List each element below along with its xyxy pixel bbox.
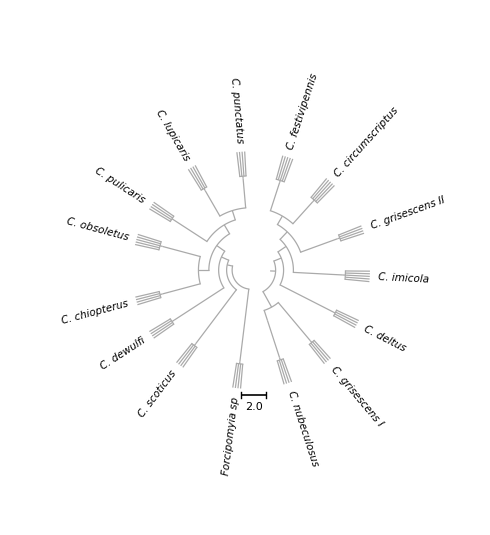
Text: C. pulicaris: C. pulicaris: [94, 165, 147, 205]
Text: C. grisescens I: C. grisescens I: [329, 364, 385, 429]
Text: C. circumscriptus: C. circumscriptus: [333, 105, 400, 179]
Text: C. obsoletus: C. obsoletus: [65, 216, 129, 242]
Text: C. dewulfi: C. dewulfi: [98, 335, 147, 372]
Text: 2.0: 2.0: [245, 402, 263, 412]
Text: C. scoticus: C. scoticus: [137, 369, 178, 419]
Text: C. nubeculosus: C. nubeculosus: [286, 390, 319, 468]
Text: C. imicola: C. imicola: [378, 272, 430, 285]
Text: C. chiopterus: C. chiopterus: [60, 299, 129, 326]
Text: C. lupicaris: C. lupicaris: [154, 108, 192, 162]
Text: C. festivipennis: C. festivipennis: [286, 72, 320, 150]
Text: C. grisescens II: C. grisescens II: [369, 195, 446, 231]
Text: C. punctatus: C. punctatus: [229, 77, 245, 144]
Text: C. deltus: C. deltus: [363, 324, 408, 353]
Text: Forcipomyia sp: Forcipomyia sp: [221, 396, 241, 476]
